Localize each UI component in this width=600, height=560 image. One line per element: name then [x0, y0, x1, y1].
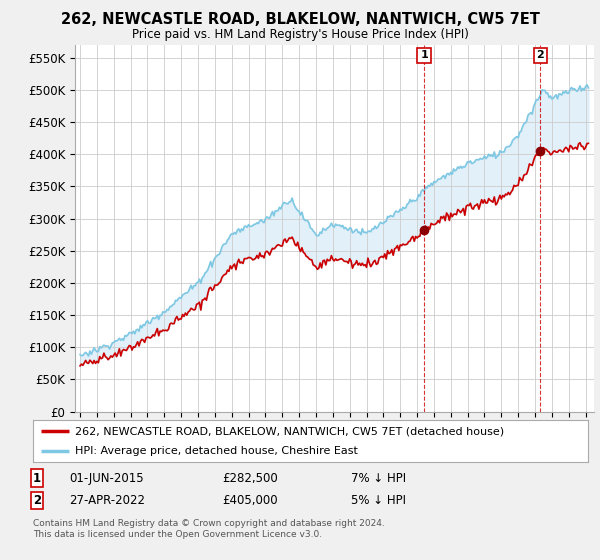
Text: 262, NEWCASTLE ROAD, BLAKELOW, NANTWICH, CW5 7ET: 262, NEWCASTLE ROAD, BLAKELOW, NANTWICH,… — [61, 12, 539, 27]
Text: 1: 1 — [33, 472, 41, 484]
Text: 7% ↓ HPI: 7% ↓ HPI — [351, 472, 406, 484]
Text: 2: 2 — [536, 50, 544, 60]
Text: 27-APR-2022: 27-APR-2022 — [69, 494, 145, 507]
Text: £405,000: £405,000 — [222, 494, 278, 507]
Text: 01-JUN-2015: 01-JUN-2015 — [69, 472, 143, 484]
Text: Contains HM Land Registry data © Crown copyright and database right 2024.
This d: Contains HM Land Registry data © Crown c… — [33, 519, 385, 539]
Text: 2: 2 — [33, 494, 41, 507]
Text: 5% ↓ HPI: 5% ↓ HPI — [351, 494, 406, 507]
Text: Price paid vs. HM Land Registry's House Price Index (HPI): Price paid vs. HM Land Registry's House … — [131, 28, 469, 41]
Text: £282,500: £282,500 — [222, 472, 278, 484]
Text: HPI: Average price, detached house, Cheshire East: HPI: Average price, detached house, Ches… — [74, 446, 358, 456]
Text: 262, NEWCASTLE ROAD, BLAKELOW, NANTWICH, CW5 7ET (detached house): 262, NEWCASTLE ROAD, BLAKELOW, NANTWICH,… — [74, 426, 504, 436]
Text: 1: 1 — [420, 50, 428, 60]
